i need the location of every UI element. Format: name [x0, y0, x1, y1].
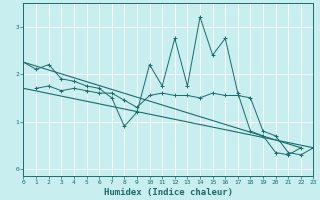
X-axis label: Humidex (Indice chaleur): Humidex (Indice chaleur)	[104, 188, 233, 197]
